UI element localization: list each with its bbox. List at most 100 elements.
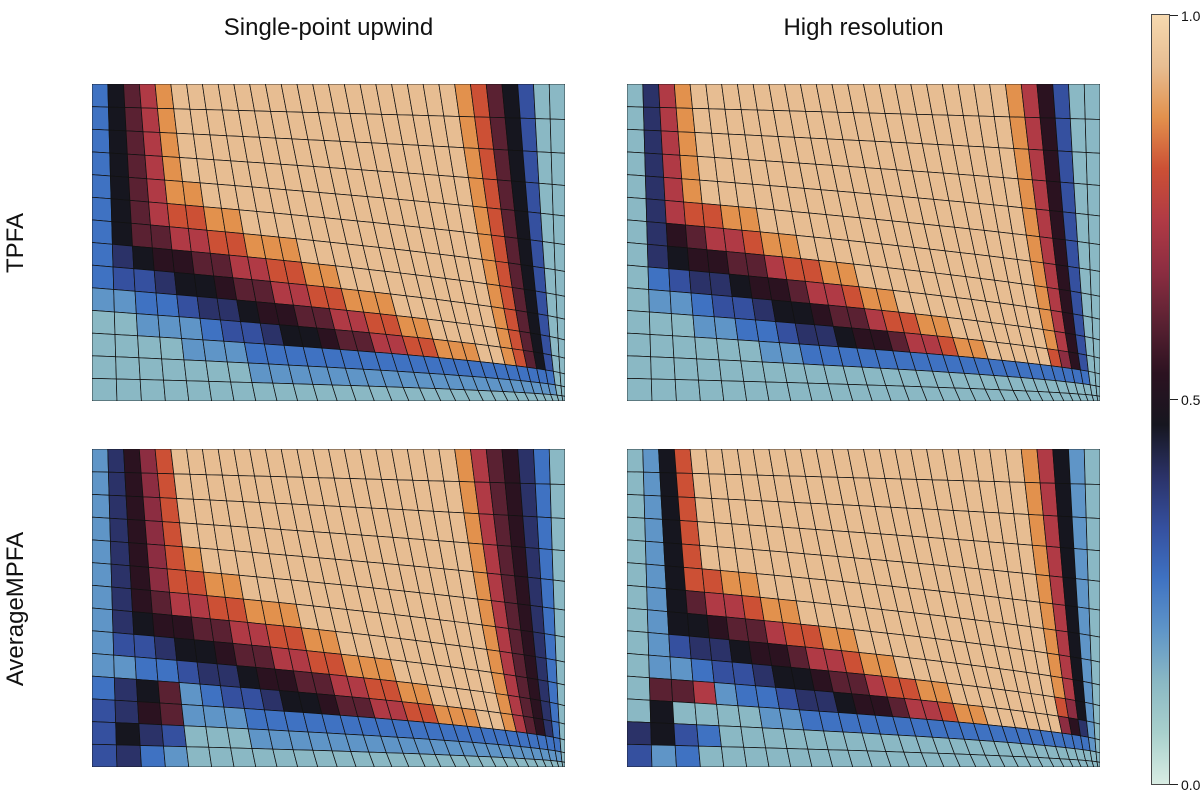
mesh-cell xyxy=(536,516,553,551)
mesh-cell xyxy=(555,294,565,320)
mesh-cell xyxy=(711,659,736,685)
mesh-cell xyxy=(694,702,720,727)
mesh-cell xyxy=(501,449,521,484)
mesh-cell xyxy=(129,199,151,226)
mesh-cell xyxy=(138,723,164,747)
mesh-cell xyxy=(627,607,649,633)
mesh-cell xyxy=(731,296,756,321)
mesh-cell xyxy=(645,198,667,224)
mesh-cell xyxy=(1075,578,1090,610)
mesh-cell xyxy=(292,749,319,767)
mesh-cell xyxy=(547,315,559,339)
mesh-cell xyxy=(159,336,185,361)
mesh-cell xyxy=(677,496,698,523)
mesh-cell xyxy=(646,609,670,635)
mesh-cell xyxy=(885,751,910,767)
mesh-cell xyxy=(522,150,540,184)
mesh-cell xyxy=(718,359,745,382)
mesh-cell xyxy=(1084,336,1095,358)
mesh-cell xyxy=(1095,751,1100,763)
mesh-cell xyxy=(1069,483,1087,519)
mesh-cell xyxy=(1082,680,1094,705)
mesh-cell xyxy=(208,746,235,767)
mesh-cell xyxy=(1092,337,1100,359)
mesh-cell xyxy=(1090,659,1100,686)
mesh-cell xyxy=(1077,393,1089,401)
mesh-cell xyxy=(670,313,696,338)
mesh-cell xyxy=(1096,761,1100,767)
mesh-cell xyxy=(1087,579,1100,611)
mesh-cell xyxy=(524,547,542,580)
mesh-cell xyxy=(679,520,701,546)
mesh-cell xyxy=(648,311,673,337)
mesh-cell xyxy=(713,316,739,341)
mesh-cell xyxy=(161,724,187,748)
mesh-cell xyxy=(92,332,117,358)
mesh-cell xyxy=(627,84,644,108)
mesh-cell xyxy=(449,388,471,401)
mesh-cell xyxy=(542,759,554,767)
mesh-cell xyxy=(312,749,338,767)
mesh-cell xyxy=(665,588,688,614)
mesh-cell xyxy=(627,494,646,519)
mesh-cell xyxy=(556,760,564,767)
mesh-cell xyxy=(153,635,178,661)
mesh-cell xyxy=(648,289,672,315)
mesh-cell xyxy=(672,335,698,360)
mesh-cell xyxy=(807,382,834,401)
mesh-cell xyxy=(159,132,181,158)
mesh-cell xyxy=(1036,449,1056,484)
mesh-cell xyxy=(675,472,696,499)
mesh-cell xyxy=(463,755,484,767)
mesh-cell xyxy=(272,748,299,767)
mesh-cell xyxy=(561,395,565,401)
mesh-cell xyxy=(161,521,183,548)
mesh-cell xyxy=(92,653,115,679)
mesh-cell xyxy=(664,565,686,591)
mesh-cell xyxy=(208,380,235,401)
mesh-cell xyxy=(161,358,187,382)
mesh-cell xyxy=(542,606,556,636)
mesh-cell xyxy=(132,245,155,271)
mesh-cell xyxy=(111,586,133,613)
mesh-cell xyxy=(92,242,114,268)
mesh-cell xyxy=(139,379,166,401)
mesh-cell xyxy=(205,726,232,749)
mesh-cell xyxy=(545,658,558,684)
mesh-cell xyxy=(1089,634,1100,663)
mesh-cell xyxy=(517,84,536,119)
mesh-cell xyxy=(969,754,992,767)
mesh-cell xyxy=(161,155,183,182)
mesh-cell xyxy=(550,760,560,767)
mesh-cell xyxy=(463,389,484,401)
mesh-cell xyxy=(866,750,892,767)
mesh-cell xyxy=(1062,576,1078,608)
mesh-cell xyxy=(543,633,557,661)
mesh-cell xyxy=(937,752,961,767)
mesh-cell xyxy=(402,386,426,401)
mesh-cell xyxy=(92,449,109,473)
mesh-cell xyxy=(667,611,690,637)
mesh-cell xyxy=(650,722,676,746)
mesh-cell xyxy=(92,196,113,222)
mesh-cell xyxy=(1083,84,1100,120)
mesh-cell xyxy=(560,751,565,763)
mesh-cell xyxy=(701,203,724,229)
mesh-cell xyxy=(1091,682,1100,707)
mesh-cell xyxy=(92,355,117,380)
mesh-cell xyxy=(557,703,565,725)
mesh-cell xyxy=(199,683,225,708)
mesh-cell xyxy=(1077,241,1091,271)
mesh-cell xyxy=(627,539,647,565)
mesh-cell xyxy=(178,316,204,341)
mesh-cell xyxy=(124,107,144,133)
mesh-cell xyxy=(148,201,170,228)
mesh-cell xyxy=(146,543,168,570)
mesh-cell xyxy=(675,107,696,133)
mesh-cell xyxy=(449,754,471,767)
mesh-cell xyxy=(627,721,652,746)
mesh-cell xyxy=(737,339,763,363)
mesh-cell xyxy=(743,380,770,401)
mesh-cell xyxy=(527,211,543,242)
mesh-cell xyxy=(650,744,677,767)
